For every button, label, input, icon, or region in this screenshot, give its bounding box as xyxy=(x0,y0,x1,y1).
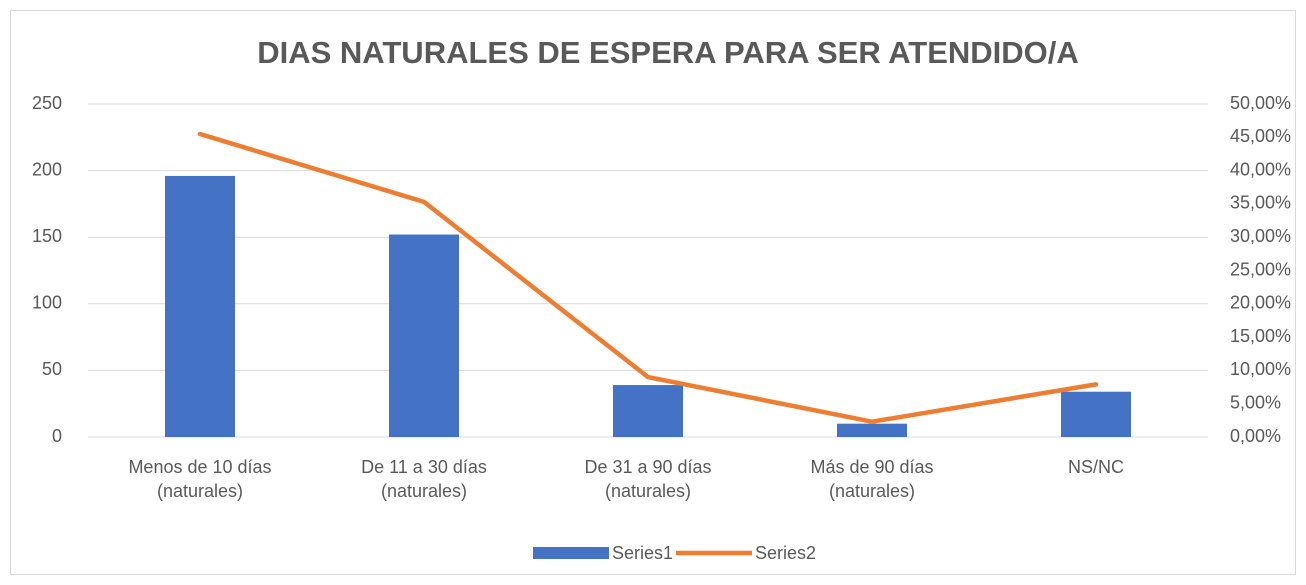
bar xyxy=(1061,391,1131,437)
legend-label: Series2 xyxy=(755,543,816,563)
y-tick-label: 100 xyxy=(32,293,62,313)
x-tick-label: Menos de 10 días (naturales) xyxy=(128,457,272,501)
y2-tick-label: 25,00% xyxy=(1230,259,1291,279)
y2-tick-label: 20,00% xyxy=(1230,293,1291,313)
bar xyxy=(837,423,907,437)
line-series xyxy=(197,131,1099,424)
y-tick-label: 150 xyxy=(32,226,62,246)
legend-swatch xyxy=(533,547,609,559)
y2-tick-label: 15,00% xyxy=(1230,326,1291,346)
y2-tick-label: 35,00% xyxy=(1230,193,1291,213)
x-tick-label: NS/NC xyxy=(1067,457,1124,477)
y-tick-label: 200 xyxy=(32,159,62,179)
y2-tick-label: 10,00% xyxy=(1230,359,1291,379)
y2-tick-label: 40,00% xyxy=(1230,159,1291,179)
y2-tick-label: 5,00% xyxy=(1230,392,1281,412)
y2-tick-label: 0,00% xyxy=(1230,426,1281,446)
legend-label: Series1 xyxy=(612,543,673,563)
x-tick-label: Más de 90 días (naturales) xyxy=(810,457,934,501)
y-tick-label: 50 xyxy=(42,359,62,379)
y2-tick-label: 30,00% xyxy=(1230,226,1291,246)
bar xyxy=(165,175,235,438)
y2-tick-label: 50,00% xyxy=(1230,93,1291,113)
chart-title: DIAS NATURALES DE ESPERA PARA SER ATENDI… xyxy=(257,35,1079,70)
x-tick-label: De 11 a 30 días (naturales) xyxy=(361,457,487,501)
bar xyxy=(613,385,683,437)
y2-tick-label: 45,00% xyxy=(1230,126,1291,146)
x-tick-label: De 31 a 90 días (naturales) xyxy=(584,457,712,501)
bar xyxy=(389,234,459,437)
y-tick-label: 250 xyxy=(32,93,62,113)
y-tick-label: 0 xyxy=(52,426,62,446)
